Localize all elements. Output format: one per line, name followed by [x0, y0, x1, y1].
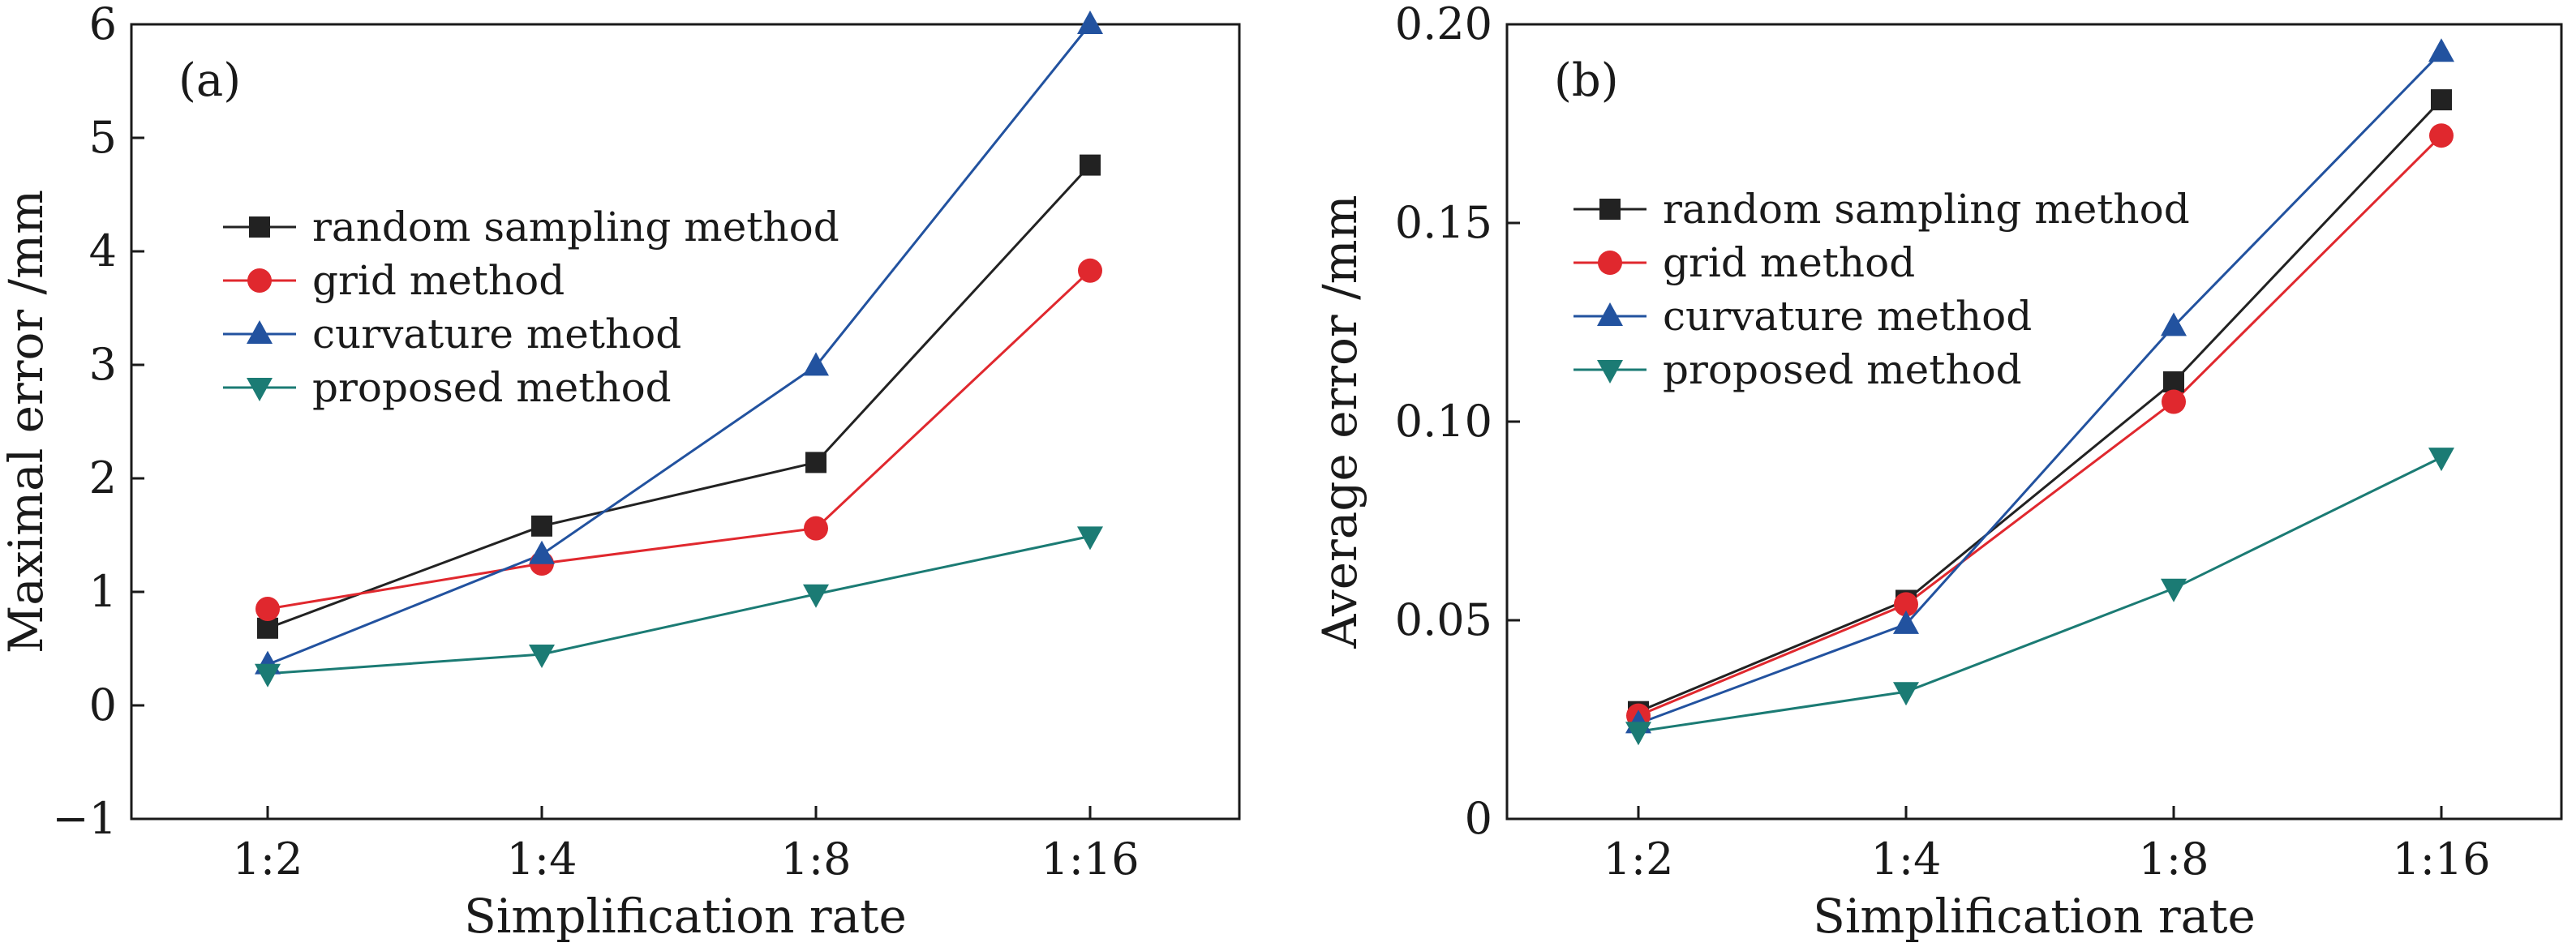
data-point	[255, 597, 280, 621]
data-point	[804, 516, 828, 541]
legend-marker	[247, 320, 273, 344]
x-tick-label: 1:16	[2392, 833, 2490, 885]
series-markers	[255, 11, 1103, 688]
data-point	[803, 352, 829, 376]
x-tick-label: 1:8	[2139, 833, 2209, 885]
series-line-3	[267, 534, 1091, 675]
data-point	[531, 515, 552, 537]
data-point	[1625, 722, 1651, 746]
series-markers	[1625, 38, 2454, 746]
y-tick-label: 3	[89, 339, 117, 390]
legend-label: random sampling method	[312, 204, 839, 251]
data-point	[2161, 312, 2187, 336]
data-point	[2428, 448, 2454, 472]
legend-label: grid method	[312, 257, 565, 304]
data-point	[529, 645, 555, 668]
legend-label: grid method	[1663, 239, 1915, 286]
y-tick-label: 0.10	[1395, 396, 1492, 447]
chart-panel-a: −1 0 1 2 3 4 5 6 1:2 1:4 1:8 1:16 random sampling m…	[0, 0, 1241, 944]
series-line-1	[267, 269, 1092, 611]
axis-ticks: 0 0.05 0.10 0.15 0.20 1:2 1:4 1:8 1:16	[1395, 0, 2491, 885]
data-point	[805, 452, 826, 474]
series-line-3	[1638, 456, 2442, 733]
legend-label: proposed method	[1663, 346, 2022, 393]
legend-marker	[1597, 302, 1623, 326]
data-point	[2162, 389, 2186, 414]
y-tick-label: 4	[89, 225, 117, 276]
x-tick-label: 1:2	[1604, 833, 1674, 885]
data-point	[1077, 11, 1103, 34]
data-point	[803, 584, 829, 608]
data-point	[2429, 123, 2454, 148]
axis-ticks: −1 0 1 2 3 4 5 6 1:2 1:4 1:8 1:16	[52, 0, 1139, 885]
x-tick-label: 1:4	[507, 833, 577, 885]
y-axis-label: Average error /mm	[1312, 195, 1367, 649]
y-tick-label: 0.20	[1395, 0, 1492, 49]
legend-label: random sampling method	[1663, 186, 2190, 233]
data-point	[1078, 258, 1102, 283]
legend-marker	[1597, 360, 1623, 384]
panel-label: (b)	[1554, 54, 1619, 107]
data-point	[2431, 89, 2452, 111]
panel-label: (a)	[178, 54, 241, 107]
series-line-2	[267, 24, 1092, 666]
x-axis-label: Simplification rate	[464, 889, 907, 944]
y-tick-label: 5	[89, 112, 117, 163]
series-lines	[1638, 51, 2443, 733]
x-tick-label: 1:8	[781, 833, 852, 885]
y-tick-label: 0.05	[1395, 594, 1492, 645]
legend-marker	[247, 268, 272, 293]
series-line-0	[1638, 99, 2443, 713]
data-point	[2428, 38, 2454, 62]
data-point	[1077, 526, 1103, 551]
legend-marker	[249, 216, 270, 238]
y-tick-label: 0.15	[1395, 197, 1492, 248]
data-point	[2163, 371, 2184, 392]
x-tick-label: 1:2	[233, 833, 303, 885]
y-tick-label: −1	[52, 793, 117, 844]
y-axis-label: Maximal error /mm	[0, 190, 54, 653]
series-line-2	[1638, 51, 2443, 725]
data-point	[1893, 682, 1919, 706]
series-line-0	[267, 164, 1092, 630]
data-point	[1894, 592, 1918, 617]
x-tick-label: 1:4	[1871, 833, 1942, 885]
plot-frame	[130, 23, 1241, 821]
legend-label: proposed method	[312, 364, 672, 411]
data-point	[257, 617, 278, 639]
y-tick-label: 0	[89, 679, 117, 731]
chart-panel-b: 0 0.05 0.10 0.15 0.20 1:2 1:4 1:8 1:16 random sa…	[1312, 0, 2563, 944]
legend: random sampling method grid method curvatu…	[1574, 186, 2190, 393]
legend-label: curvature method	[312, 311, 681, 358]
data-point	[2161, 578, 2187, 602]
data-point	[529, 540, 555, 564]
y-tick-label: 0	[1465, 793, 1492, 844]
data-point	[255, 663, 281, 688]
legend: random sampling method grid method curvatu…	[223, 204, 839, 411]
y-tick-label: 2	[89, 452, 117, 503]
legend-label: curvature method	[1663, 293, 2032, 340]
series-lines	[267, 24, 1092, 675]
data-point	[1893, 610, 1919, 634]
legend-marker	[1599, 199, 1621, 220]
x-axis-label: Simplification rate	[1813, 889, 2256, 944]
x-tick-label: 1:16	[1041, 833, 1139, 885]
legend-marker	[247, 378, 273, 401]
y-tick-label: 1	[89, 566, 117, 617]
series-line-1	[1638, 135, 2443, 717]
legend-marker	[1598, 251, 1622, 275]
y-tick-label: 6	[89, 0, 117, 49]
data-point	[1080, 154, 1101, 176]
